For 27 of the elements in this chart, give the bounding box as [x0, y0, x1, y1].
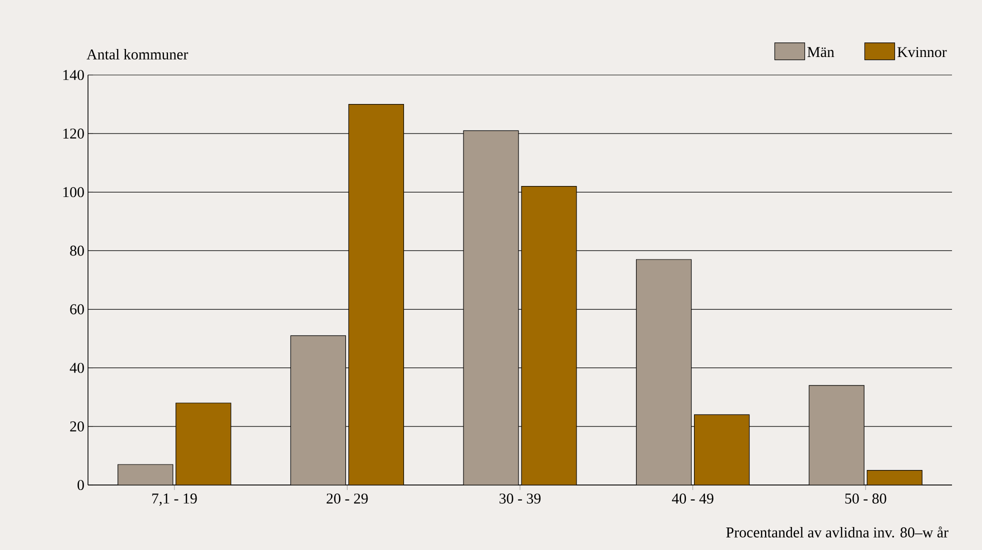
x-tick-label: 7,1 - 19 — [152, 494, 197, 506]
bar — [463, 130, 519, 485]
bar — [348, 104, 404, 485]
y-axis-title: Antal kommuner — [86, 48, 188, 60]
x-tick-label: 50 - 80 — [845, 494, 886, 504]
y-tick-label: 100 — [63, 187, 84, 198]
x-tick-label: 30 - 39 — [500, 494, 541, 504]
legend-label: Män — [807, 47, 834, 58]
bar — [866, 470, 922, 485]
y-tick-label: 60 — [70, 304, 84, 314]
x-tick-label: 20 - 29 — [326, 494, 368, 504]
x-axis-title: Procentandel av avlidna inv. 80–w år — [726, 526, 948, 538]
legend-label: Kvinnor — [897, 47, 947, 58]
y-tick-label: 140 — [63, 70, 84, 80]
bar — [694, 414, 750, 485]
x-tick-label: 40 - 49 — [672, 494, 714, 504]
bar — [118, 464, 174, 485]
y-tick-label: 40 — [70, 362, 84, 373]
y-tick-label: 20 — [70, 421, 84, 432]
bar — [808, 385, 864, 485]
bar — [176, 402, 232, 485]
bar — [636, 259, 692, 485]
bar — [521, 186, 577, 485]
bar — [290, 335, 346, 485]
y-tick-label: 0 — [78, 480, 84, 490]
y-tick-label: 80 — [70, 246, 84, 256]
y-tick-label: 120 — [63, 128, 84, 139]
